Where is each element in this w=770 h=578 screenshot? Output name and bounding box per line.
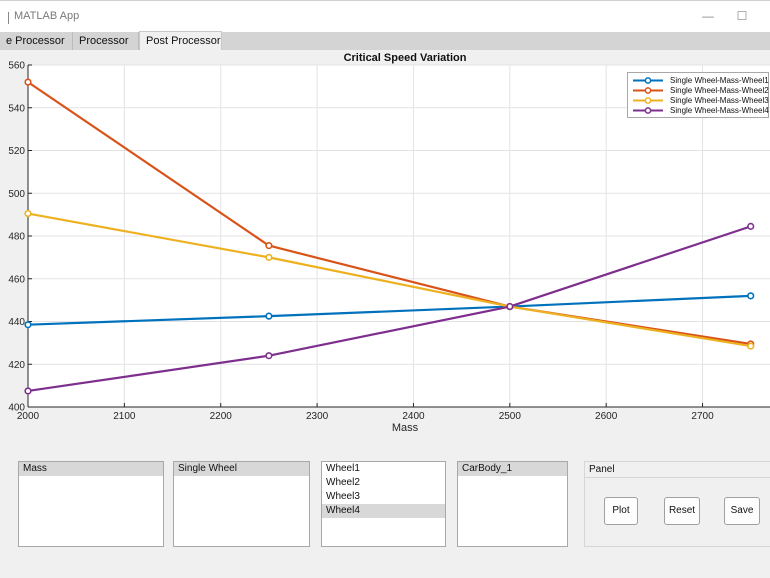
data-point-wheel1 bbox=[265, 312, 273, 320]
legend-swatch-wheel3 bbox=[633, 97, 663, 104]
plot-button[interactable]: Plot bbox=[604, 497, 638, 525]
series-line-wheel4 bbox=[27, 225, 752, 393]
y-tick-label: 540 bbox=[8, 103, 25, 114]
x-tick-label: 2700 bbox=[691, 411, 714, 422]
data-point-wheel4 bbox=[747, 222, 755, 230]
data-point-wheel2 bbox=[24, 78, 32, 86]
body-listbox[interactable]: CarBody_1 bbox=[457, 461, 568, 547]
tab-processor[interactable]: Processor bbox=[73, 32, 139, 50]
list-item-wheel4[interactable]: Wheel4 bbox=[322, 504, 445, 518]
minimize-button[interactable]: — bbox=[702, 9, 714, 23]
x-tick-label: 2300 bbox=[306, 411, 329, 422]
data-point-wheel4 bbox=[24, 387, 32, 395]
y-tick-label: 400 bbox=[8, 403, 25, 414]
data-point-wheel3 bbox=[265, 253, 273, 261]
x-tick-label: 2200 bbox=[210, 411, 233, 422]
data-point-wheel4 bbox=[265, 352, 273, 360]
model-listbox[interactable]: Single Wheel bbox=[173, 461, 310, 547]
y-tick-label: 480 bbox=[8, 232, 25, 243]
reset-button[interactable]: Reset bbox=[664, 497, 700, 525]
x-tick-label: 2400 bbox=[402, 411, 425, 422]
data-point-wheel1 bbox=[24, 321, 32, 329]
wheel-listbox[interactable]: Wheel1 Wheel2 Wheel3 Wheel4 bbox=[321, 461, 446, 547]
data-point-wheel2 bbox=[265, 242, 273, 250]
maximize-button[interactable]: ☐ bbox=[736, 9, 748, 23]
tab-strip: e Processor Processor Post Processor bbox=[0, 31, 770, 50]
y-tick-label: 500 bbox=[8, 189, 25, 200]
x-tick-label: 2600 bbox=[595, 411, 618, 422]
data-point-wheel3 bbox=[747, 342, 755, 350]
title-bar-edge bbox=[8, 12, 9, 24]
control-panel: Panel bbox=[584, 461, 770, 547]
tab-post-processor[interactable]: Post Processor bbox=[139, 31, 222, 50]
legend-label-wheel2: Single Wheel-Mass-Wheel2 bbox=[670, 86, 769, 95]
chart-legend: Single Wheel-Mass-Wheel1 Single Wheel-Ma… bbox=[627, 72, 769, 118]
list-item-wheel3[interactable]: Wheel3 bbox=[326, 491, 360, 502]
list-item-mass[interactable]: Mass bbox=[19, 462, 163, 476]
list-item-single-wheel[interactable]: Single Wheel bbox=[174, 462, 309, 476]
x-tick-label: 2100 bbox=[113, 411, 136, 422]
chart-title: Critical Speed Variation bbox=[344, 52, 467, 64]
legend-swatch-wheel1 bbox=[633, 77, 663, 84]
y-tick-label: 420 bbox=[8, 360, 25, 371]
window-title-bar: MATLAB App — ☐ bbox=[0, 0, 770, 32]
list-item-wheel2[interactable]: Wheel2 bbox=[326, 477, 360, 488]
series-line-wheel1 bbox=[27, 294, 751, 326]
legend-label-wheel3: Single Wheel-Mass-Wheel3 bbox=[670, 96, 769, 105]
y-tick-label: 460 bbox=[8, 274, 25, 285]
window-title: MATLAB App bbox=[14, 10, 80, 22]
legend-swatch-wheel4 bbox=[633, 107, 663, 114]
list-item-carbody-1[interactable]: CarBody_1 bbox=[458, 462, 567, 476]
list-item-wheel1[interactable]: Wheel1 bbox=[326, 463, 360, 474]
legend-label-wheel4: Single Wheel-Mass-Wheel4 bbox=[670, 106, 769, 115]
panel-title: Panel bbox=[585, 462, 770, 478]
legend-label-wheel1: Single Wheel-Mass-Wheel1 bbox=[670, 76, 769, 85]
data-point-wheel3 bbox=[24, 209, 32, 218]
x-tick-label: 2500 bbox=[499, 411, 522, 422]
data-point-wheel1 bbox=[747, 292, 755, 300]
save-button[interactable]: Save bbox=[724, 497, 760, 525]
data-point-wheel4 bbox=[506, 302, 514, 311]
y-tick-label: 440 bbox=[8, 317, 25, 328]
series-line-wheel3 bbox=[27, 212, 751, 348]
x-axis-label: Mass bbox=[392, 422, 419, 434]
x-tick-label: 2000 bbox=[17, 411, 40, 422]
critical-speed-chart: 2000 2100 2200 2300 2400 2500 2600 2700 400 420 44… bbox=[8, 52, 770, 434]
variable-listbox[interactable]: Mass bbox=[18, 461, 164, 547]
legend-swatch-wheel2 bbox=[633, 87, 663, 94]
y-tick-label: 520 bbox=[8, 146, 25, 157]
y-tick-label: 560 bbox=[8, 61, 25, 72]
tab-pre-processor[interactable]: e Processor bbox=[0, 32, 73, 50]
